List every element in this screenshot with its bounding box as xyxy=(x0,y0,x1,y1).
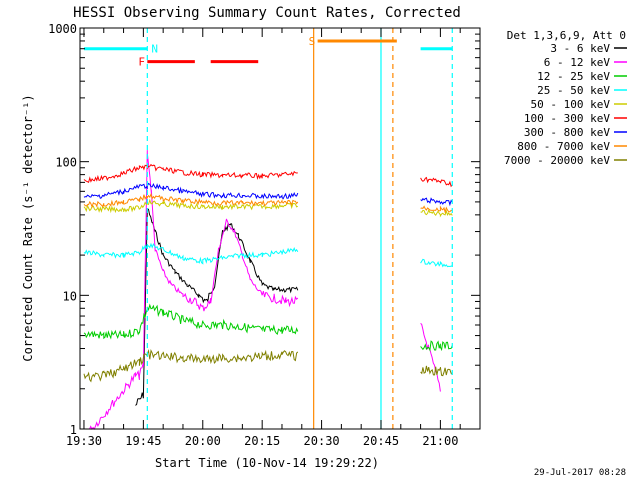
series-line-3-segment-0 xyxy=(83,242,299,265)
legend-label-1: 6 - 12 keV xyxy=(544,56,611,69)
legend-label-5: 100 - 300 keV xyxy=(524,112,610,125)
legend-label-3: 25 - 50 keV xyxy=(537,84,610,97)
legend-label-8: 7000 - 20000 keV xyxy=(504,154,610,167)
y-axis-label: Corrected Count Rate (s⁻¹ detector⁻¹) xyxy=(21,94,35,361)
x-tick-label-5: 20:45 xyxy=(363,434,399,448)
plot-frame xyxy=(79,27,481,430)
series-line-8-segment-0 xyxy=(83,348,299,383)
series-line-3-segment-1 xyxy=(420,258,453,268)
series-line-4-segment-1 xyxy=(420,208,453,218)
x-tick-label-2: 20:00 xyxy=(185,434,221,448)
state-bar-label-4: S xyxy=(309,35,316,48)
y-tick-label-0: 1 xyxy=(70,423,77,437)
axes: 1 10 100 1000 19:30 19:45 20:00 20:15 20:30 20:45… xyxy=(48,22,481,448)
series-line-1-segment-0 xyxy=(84,150,299,430)
legend-label-2: 12 - 25 keV xyxy=(537,70,610,83)
y-tick-label-1: 10 xyxy=(63,289,77,303)
series-line-0-segment-0 xyxy=(135,208,299,406)
legend-header: Det 1,3,6,9, Att 0 xyxy=(507,29,626,42)
x-tick-label-0: 19:30 xyxy=(66,434,102,448)
series-line-4-segment-0 xyxy=(83,198,298,214)
series-line-2-segment-0 xyxy=(83,303,299,340)
x-tick-label-1: 19:45 xyxy=(125,434,161,448)
x-axis-label: Start Time (10-Nov-14 19:29:22) xyxy=(155,456,379,470)
state-bars-layer: NF S xyxy=(83,35,453,69)
x-tick-label-3: 20:15 xyxy=(244,434,280,448)
legend-label-0: 3 - 6 keV xyxy=(550,42,610,55)
series-line-6-segment-0 xyxy=(83,182,299,200)
series-line-5-segment-1 xyxy=(420,176,453,188)
state-bar-label-2: F xyxy=(138,56,145,69)
x-tick-label-4: 20:30 xyxy=(304,434,340,448)
series-line-7-segment-1 xyxy=(420,205,453,214)
series-line-6-segment-1 xyxy=(420,197,453,207)
series-line-5-segment-0 xyxy=(83,163,298,184)
series-line-2-segment-1 xyxy=(420,340,453,352)
series-layer xyxy=(83,150,453,430)
legend-label-4: 50 - 100 keV xyxy=(531,98,611,111)
series-line-8-segment-1 xyxy=(420,365,453,377)
footer-timestamp: 29-Jul-2017 08:28 xyxy=(534,468,626,478)
legend-label-7: 800 - 7000 keV xyxy=(517,140,610,153)
y-tick-label-2: 100 xyxy=(55,156,77,170)
legend-label-6: 300 - 800 keV xyxy=(524,126,610,139)
y-tick-label-3: 1000 xyxy=(48,22,77,36)
x-tick-label-6: 21:00 xyxy=(422,434,458,448)
series-line-7-segment-0 xyxy=(83,192,299,209)
state-bar-label-1: N xyxy=(151,43,158,56)
markers-layer xyxy=(146,28,453,429)
chart-title: HESSI Observing Summary Count Rates, Cor… xyxy=(73,5,461,21)
